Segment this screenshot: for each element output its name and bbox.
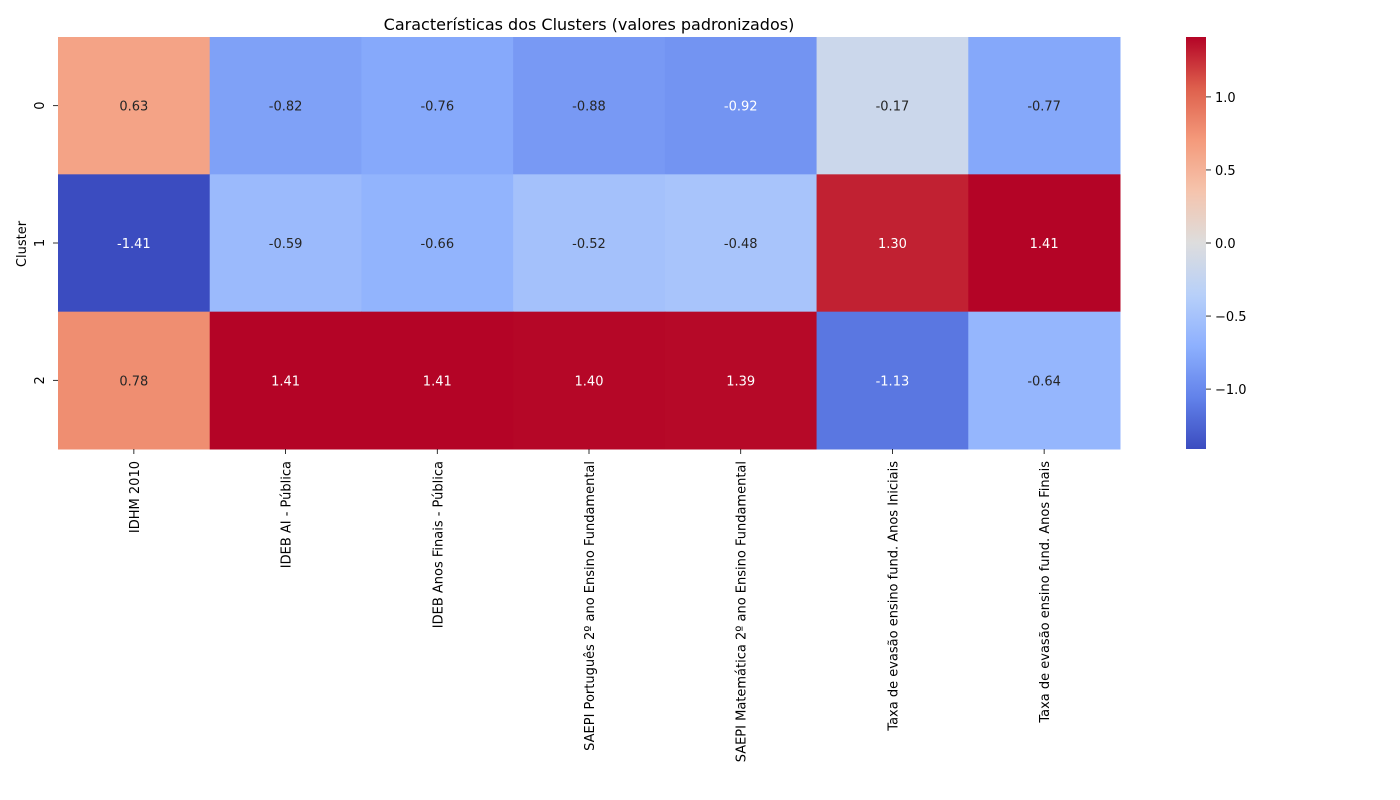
heatmap-cell [664,311,818,450]
heatmap-cell [968,37,1121,175]
heatmap-cell [513,311,666,450]
heatmap-cell-label: -0.77 [1027,100,1061,115]
heatmap-cell-label: 1.41 [1030,237,1059,252]
colorbar-tick-label: 1.0 [1215,91,1236,106]
heatmap-cell [664,174,818,313]
heatmap-cell-label: -0.17 [876,100,910,115]
x-tick-label: IDHM 2010 [128,461,143,533]
heatmap-cell-label: -1.41 [117,237,151,252]
heatmap-cell-label: -0.59 [269,237,303,252]
heatmap-cell [816,37,969,175]
heatmap-cell [664,37,818,175]
heatmap-cells [58,37,1121,450]
heatmap-cell-label: -0.76 [420,100,454,115]
chart-title: Características dos Clusters (valores pa… [384,15,795,34]
heatmap-cell [209,311,362,450]
x-axis-ticks: IDHM 2010 IDEB AI - Pública IDEB Anos Fina… [128,449,1053,762]
heatmap-cell [209,37,362,175]
x-tick-label: Taxa de evasão ensino fund. Anos Finais [1038,461,1053,724]
heatmap-cell-label: 0.63 [119,100,148,115]
heatmap-cell-label: -0.48 [724,237,758,252]
x-tick-label: SAEPI Matemática 2º ano Ensino Fundament… [735,461,750,762]
colorbar-gradient [1186,37,1206,449]
colorbar-tick-label: −1.0 [1215,383,1247,398]
heatmap-cell [513,37,666,175]
heatmap-cell-label: 1.41 [271,374,300,389]
y-tick-label: 0 [33,102,48,110]
heatmap-cell-label: -0.88 [572,100,606,115]
heatmap-cell [361,37,514,175]
heatmap-cell-label: -0.52 [572,237,606,252]
y-tick-label: 2 [33,376,48,384]
heatmap-cell [361,311,514,450]
heatmap-cell [968,174,1121,313]
heatmap-cell [209,174,362,313]
heatmap-cell [58,37,211,175]
x-tick-label: Taxa de evasão ensino fund. Anos Iniciai… [886,461,901,732]
heatmap-cell-label: -0.66 [420,237,454,252]
heatmap-cell [58,311,211,450]
y-axis-ticks: 0 1 2 [33,102,58,384]
heatmap-cell-label: 1.41 [423,374,452,389]
colorbar: −1.0 −0.5 0.0 0.5 1.0 [1186,37,1247,449]
heatmap-cell [58,174,211,313]
x-tick-label: IDEB AI - Pública [280,461,295,568]
heatmap-cell-label: 1.30 [878,237,907,252]
heatmap-cell [968,311,1121,450]
y-axis-label: Cluster [15,220,30,267]
colorbar-tick-label: 0.5 [1215,164,1236,179]
x-tick-label: SAEPI Português 2º ano Ensino Fundamenta… [583,461,598,751]
heatmap-cell-label: -0.92 [724,100,758,115]
heatmap-cell [361,174,514,313]
heatmap-cell-label: -1.13 [876,374,910,389]
heatmap-cell [513,174,666,313]
heatmap-cell-label: -0.82 [269,100,303,115]
heatmap-cell-label: 1.40 [575,374,604,389]
colorbar-tick-label: 0.0 [1215,237,1236,252]
heatmap-cell-label: 1.39 [726,374,755,389]
heatmap-cell-labels: 0.63 -0.82 -0.76 -0.88 -0.92 -0.17 -0.77 -1.41 -… [117,100,1061,390]
y-tick-label: 1 [33,239,48,247]
heatmap-cell [816,311,969,450]
x-tick-label: IDEB Anos Finais - Pública [431,461,446,628]
heatmap-cell [816,174,969,313]
colorbar-tick-label: −0.5 [1215,310,1247,325]
heatmap-cell-label: -0.64 [1027,374,1061,389]
heatmap-cell-label: 0.78 [119,374,148,389]
